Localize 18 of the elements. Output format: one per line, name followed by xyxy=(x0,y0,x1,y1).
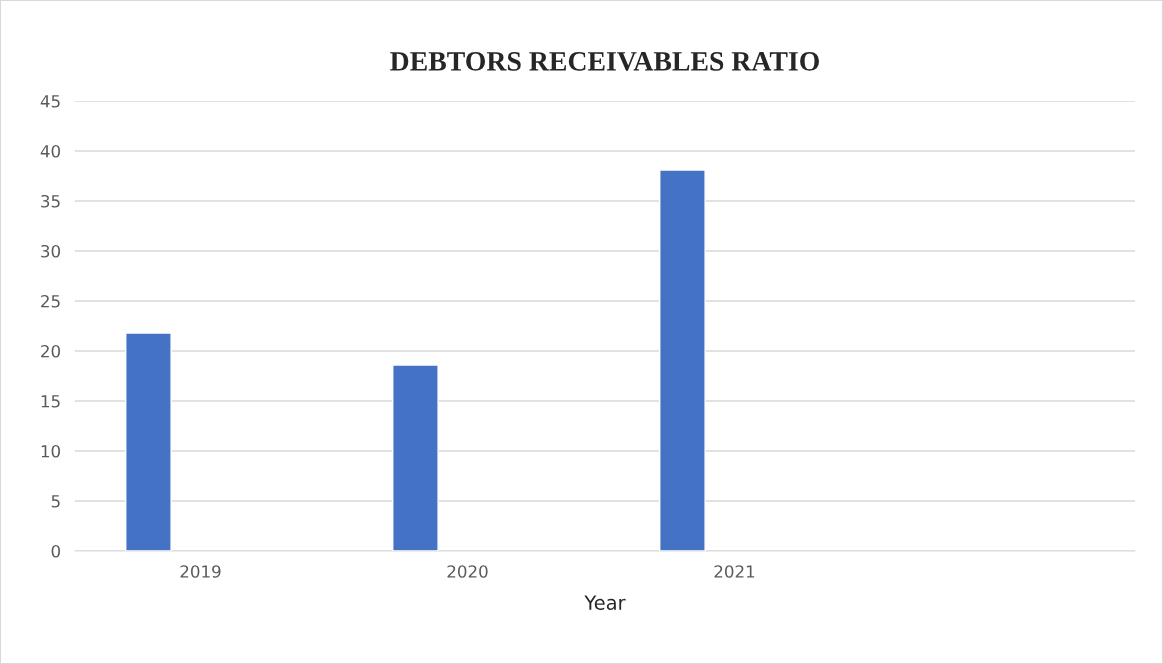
y-tick-label: 30 xyxy=(41,244,60,258)
y-tick-label: 15 xyxy=(41,395,60,408)
bar xyxy=(659,169,706,551)
y-tick-label: 0 xyxy=(51,544,60,558)
y-tick-label: 45 xyxy=(40,95,60,108)
chart-title: DEBTORS RECEIVABLES RATIO xyxy=(390,52,820,71)
y-tick-label: 5 xyxy=(51,495,60,508)
y-tick-label: 20 xyxy=(41,344,60,358)
bar xyxy=(125,332,172,551)
x-tick-label: 2020 xyxy=(447,565,488,578)
x-tick-label: 2021 xyxy=(714,565,755,578)
y-tick-label: 40 xyxy=(40,144,60,158)
bar xyxy=(392,364,439,551)
x-axis-title: Year xyxy=(584,595,626,610)
y-tick-label: 25 xyxy=(41,294,60,308)
y-tick-label: 10 xyxy=(41,444,60,458)
x-tick-label: 2019 xyxy=(180,565,221,578)
y-tick-label: 35 xyxy=(41,194,60,208)
